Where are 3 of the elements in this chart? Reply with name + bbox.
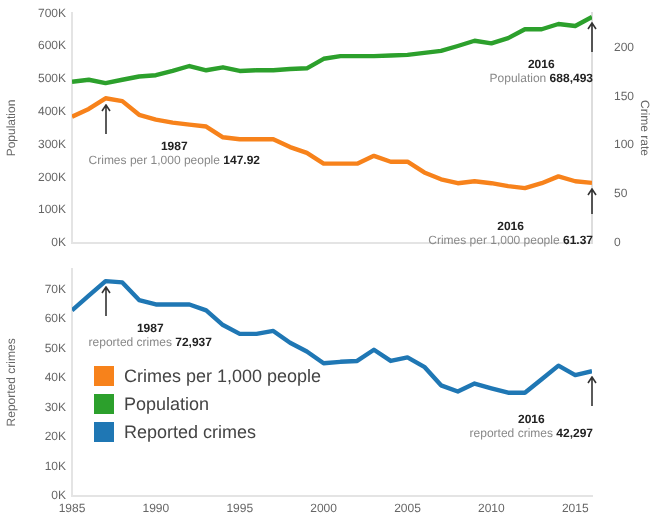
legend-label: Population (124, 394, 210, 414)
legend-label: Crimes per 1,000 people (124, 366, 322, 386)
legend-label: Reported crimes (124, 422, 257, 442)
